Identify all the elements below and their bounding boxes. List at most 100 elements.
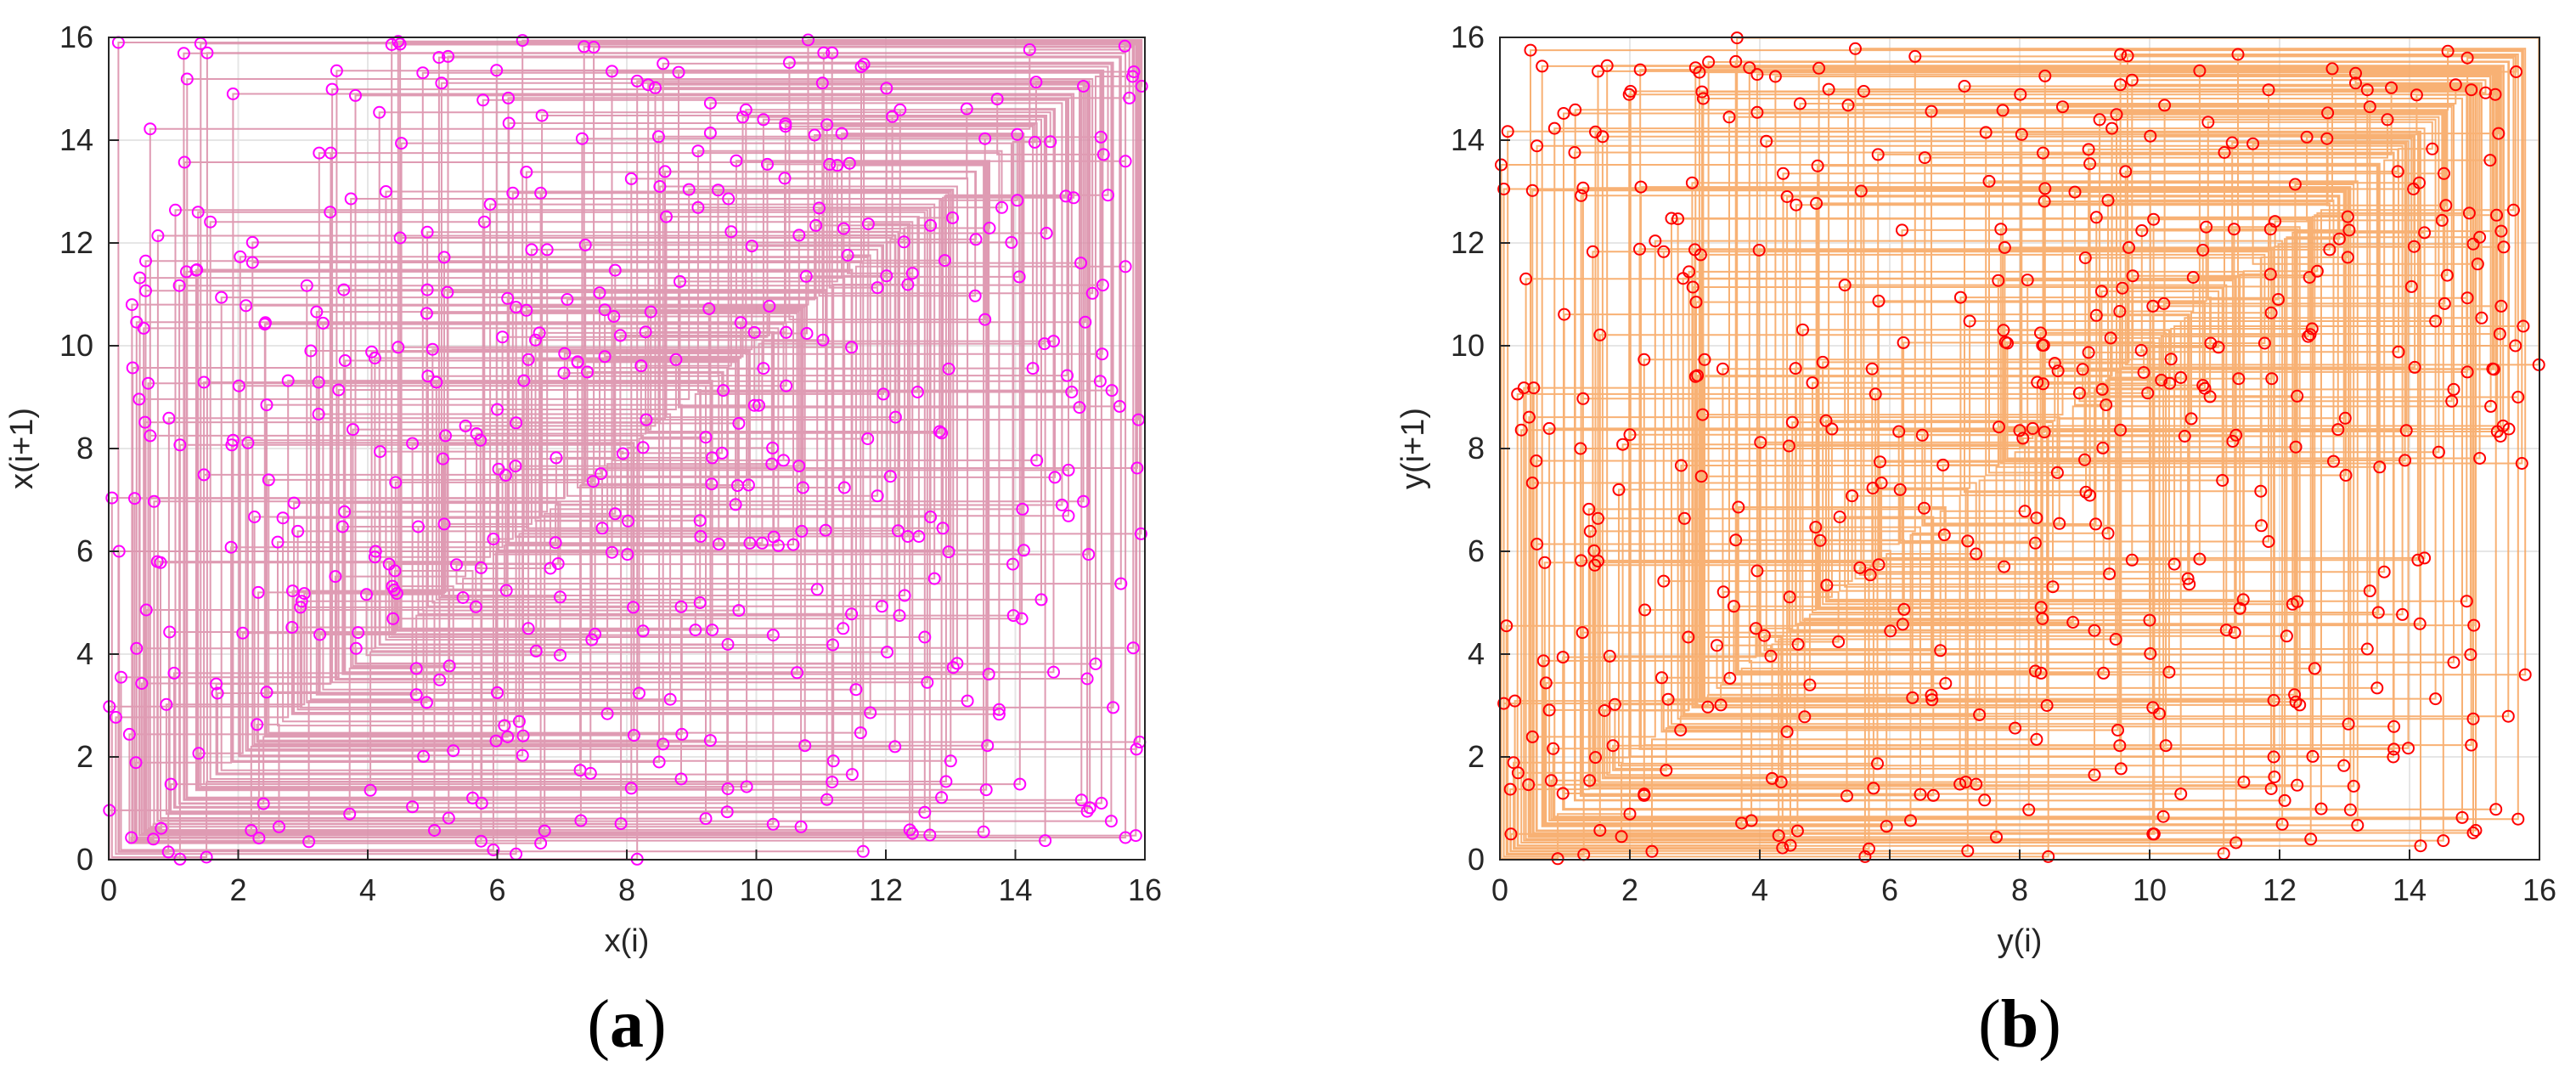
data-point (139, 254, 152, 268)
data-point (420, 225, 434, 239)
data-point (392, 341, 405, 354)
data-point (197, 375, 211, 389)
data-point (1530, 538, 1544, 550)
data-point (1085, 286, 1099, 300)
data-point (1527, 381, 1541, 395)
data-point (1671, 212, 1685, 226)
data-point (780, 325, 793, 339)
data-point (2119, 165, 2133, 178)
data-point (1997, 324, 2010, 337)
data-point (285, 621, 299, 634)
data-point (337, 283, 351, 296)
data-point (1998, 560, 2011, 573)
data-point (1783, 590, 1796, 604)
data-point (2103, 567, 2117, 581)
data-point (1732, 500, 1745, 514)
data-point (1569, 103, 1582, 116)
data-point (271, 535, 285, 549)
data-point (521, 622, 535, 635)
data-point (491, 686, 504, 699)
data-point (521, 353, 535, 366)
data-point (2342, 717, 2355, 731)
data-point (352, 626, 365, 640)
data-point (426, 342, 439, 356)
data-point (2447, 382, 2460, 396)
data-point (1047, 665, 1060, 679)
data-point (109, 710, 122, 724)
data-point (416, 66, 430, 80)
data-point (979, 783, 993, 797)
data-point (122, 727, 136, 741)
data-point (2510, 65, 2522, 78)
data-point (364, 783, 377, 797)
panel-label-b: (b) (1978, 987, 2061, 1062)
data-point (2493, 327, 2506, 341)
data-point (2338, 411, 2352, 425)
data-point (2490, 208, 2503, 222)
data-point (815, 76, 829, 90)
data-point (2040, 699, 2054, 712)
data-point (826, 776, 839, 789)
data-point (923, 828, 937, 842)
data-point (329, 570, 342, 584)
data-point (905, 267, 919, 280)
data-point (1013, 777, 1027, 791)
data-point (724, 225, 738, 239)
data-point (550, 451, 563, 465)
data-point (501, 730, 515, 743)
data-point (1575, 554, 1588, 567)
data-point (406, 437, 420, 450)
data-point (699, 812, 713, 826)
data-point (1661, 692, 1675, 706)
data-point (1803, 678, 1817, 691)
data-point (1556, 651, 1570, 664)
data-point (435, 76, 448, 90)
data-point (2494, 224, 2508, 238)
data-point (2101, 194, 2115, 207)
data-point (1812, 61, 1826, 75)
data-point (2201, 116, 2215, 129)
data-point (2158, 99, 2172, 112)
data-point (813, 201, 826, 215)
data-point (606, 545, 618, 559)
y-ticks-a: 0 2 4 6 8 10 12 14 16 (59, 20, 119, 877)
data-point (252, 832, 266, 845)
data-point (2460, 291, 2474, 305)
data-point (791, 666, 803, 680)
data-point (2097, 666, 2111, 680)
x-tick-label-b-3: 6 (1881, 872, 1898, 907)
data-point (910, 386, 924, 398)
data-point (621, 548, 634, 562)
data-point (1119, 260, 1132, 274)
data-point (492, 462, 505, 476)
data-point (2377, 565, 2391, 579)
data-point (1982, 174, 1996, 188)
data-point (1833, 511, 1846, 523)
data-point (1600, 59, 1614, 72)
data-point (369, 545, 382, 558)
data-point (633, 686, 645, 700)
data-point (2288, 688, 2302, 702)
data-point (1993, 420, 2005, 434)
data-point (2082, 143, 2095, 156)
data-point (1131, 413, 1145, 426)
data-point (393, 231, 407, 245)
y-tick-label-b-3: 6 (1468, 533, 1485, 568)
data-point (802, 33, 815, 47)
data-point (437, 452, 449, 466)
data-point (912, 530, 926, 543)
data-point (2385, 81, 2398, 94)
data-point (2387, 742, 2401, 756)
data-point (2178, 430, 2191, 443)
data-point (2426, 142, 2439, 155)
data-point (557, 366, 571, 380)
data-point (918, 630, 932, 644)
data-point (1034, 593, 1048, 607)
data-point (841, 249, 854, 262)
data-point (262, 473, 275, 487)
data-point (304, 344, 318, 358)
data-point (245, 256, 259, 269)
data-point (496, 330, 510, 344)
data-point (1925, 693, 1939, 707)
data-point (1044, 135, 1057, 149)
